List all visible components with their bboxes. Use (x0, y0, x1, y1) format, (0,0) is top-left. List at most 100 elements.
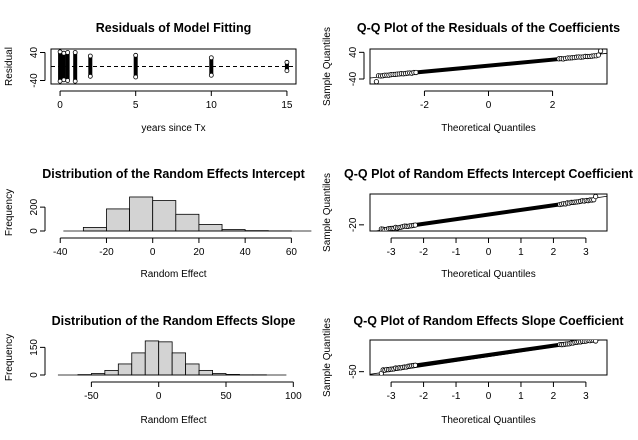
x-tick-label: -20 (99, 247, 114, 258)
x-tick-label: 40 (240, 247, 252, 258)
residual-point (61, 77, 67, 83)
histogram-bar (158, 341, 173, 376)
y-axis-label: Sample Quantiles (322, 318, 333, 397)
qq-point (412, 362, 418, 368)
panel-qq-slope: Q-Q Plot of Random Effects Slope Coeffic… (322, 314, 624, 426)
x-tick-label: 10 (206, 100, 218, 111)
chart-title: Q-Q Plot of Random Effects Slope Coeffic… (353, 314, 624, 328)
panel-hist-intercept: Distribution of the Random Effects Inter… (4, 167, 312, 280)
residual-point (133, 74, 139, 80)
x-tick-label: 0 (486, 100, 492, 111)
x-tick-label: 2 (551, 391, 557, 402)
y-tick-label: 40 (348, 46, 359, 58)
qq-point-band (415, 342, 562, 368)
qq-point (413, 69, 419, 76)
histogram-bar (106, 208, 130, 232)
y-axis-label: Sample Quantiles (322, 27, 333, 106)
x-tick-label: -2 (419, 247, 428, 258)
plot-content (51, 49, 296, 84)
residual-point (284, 68, 290, 74)
y-tick-label: 0 (29, 228, 40, 234)
panel-qq-intercept: Q-Q Plot of Random Effects Intercept Coe… (322, 167, 634, 280)
qq-point (373, 79, 380, 84)
x-tick-label: 0 (57, 100, 63, 111)
y-axis-label: Sample Quantiles (322, 173, 333, 252)
histogram-bar (185, 363, 200, 376)
x-tick-label: 2 (551, 247, 557, 258)
x-tick-label: -3 (387, 247, 396, 258)
histogram-bar (82, 227, 107, 232)
histogram-bar (171, 352, 187, 376)
residual-point (72, 78, 78, 84)
y-axis-label: Residual (4, 47, 15, 86)
histogram-bar (129, 196, 154, 232)
y-tick-label: 0 (29, 372, 40, 378)
x-tick-label: 15 (281, 100, 293, 111)
x-axis-label: Theoretical Quantiles (441, 269, 536, 280)
plot-content (370, 49, 607, 84)
x-tick-label: 20 (193, 247, 205, 258)
x-tick-label: 1 (518, 391, 524, 402)
x-tick-label: 1 (518, 247, 524, 258)
x-axis-label: Theoretical Quantiles (441, 415, 536, 426)
y-tick-label: -20 (348, 217, 359, 232)
qq-point (593, 340, 599, 344)
residual-point (72, 50, 78, 55)
y-tick-label: -40 (29, 73, 40, 88)
chart-title: Distribution of the Random Effects Inter… (42, 167, 305, 181)
histogram-bar (198, 224, 223, 232)
plot-content (373, 194, 607, 231)
x-tick-label: 50 (220, 391, 232, 402)
x-axis-label: Random Effect (141, 415, 207, 426)
x-tick-label: 0 (486, 247, 492, 258)
residual-point (284, 59, 290, 65)
qq-point (595, 52, 602, 58)
x-tick-label: -1 (452, 391, 461, 402)
chart-title: Distribution of the Random Effects Slope (52, 314, 296, 328)
residual-point (87, 73, 93, 79)
chart-title: Q-Q Plot of Random Effects Intercept Coe… (344, 167, 634, 181)
chart-title: Q-Q Plot of the Residuals of the Coeffic… (357, 21, 620, 35)
x-tick-label: 0 (486, 391, 492, 402)
plot-frame (369, 193, 608, 232)
qq-point (593, 194, 599, 200)
panel-qq-residuals: Q-Q Plot of the Residuals of the Coeffic… (322, 21, 620, 134)
qq-point-band (415, 202, 562, 227)
histogram-bar (104, 369, 119, 376)
histogram-bar (144, 340, 160, 376)
x-tick-label: 0 (150, 247, 156, 258)
y-tick-label: 150 (29, 339, 40, 356)
x-tick-label: 0 (156, 391, 162, 402)
residual-point (208, 55, 214, 61)
x-tick-label: -50 (84, 391, 99, 402)
y-axis-label: Frequency (4, 189, 15, 236)
qq-point (597, 49, 604, 54)
plot-content (370, 340, 604, 375)
x-tick-label: -1 (452, 247, 461, 258)
residual-point (65, 78, 71, 83)
residual-point (65, 50, 71, 55)
residual-point (87, 53, 93, 59)
x-tick-label: 3 (583, 247, 589, 258)
histogram-bar (131, 352, 146, 376)
qq-point-band (416, 57, 561, 75)
histogram-bar (152, 200, 177, 232)
y-tick-label: 200 (29, 198, 40, 215)
qq-point (412, 222, 418, 228)
x-tick-label: -2 (419, 391, 428, 402)
panel-hist-slope: Distribution of the Random Effects Slope… (4, 314, 302, 426)
x-tick-label: 3 (583, 391, 589, 402)
x-axis-label: years since Tx (141, 123, 205, 134)
x-tick-label: -2 (420, 100, 429, 111)
x-tick-label: -3 (387, 391, 396, 402)
plot-frame (369, 48, 608, 85)
residual-point (61, 50, 67, 56)
x-tick-label: 5 (133, 100, 139, 111)
residual-point (133, 52, 139, 58)
panel-residuals: Residuals of Model Fitting years since Tx… (4, 21, 297, 134)
plot-frame (369, 339, 608, 376)
y-tick-label: -50 (348, 364, 359, 379)
x-axis-label: Random Effect (141, 269, 207, 280)
histogram-bar (117, 363, 133, 376)
